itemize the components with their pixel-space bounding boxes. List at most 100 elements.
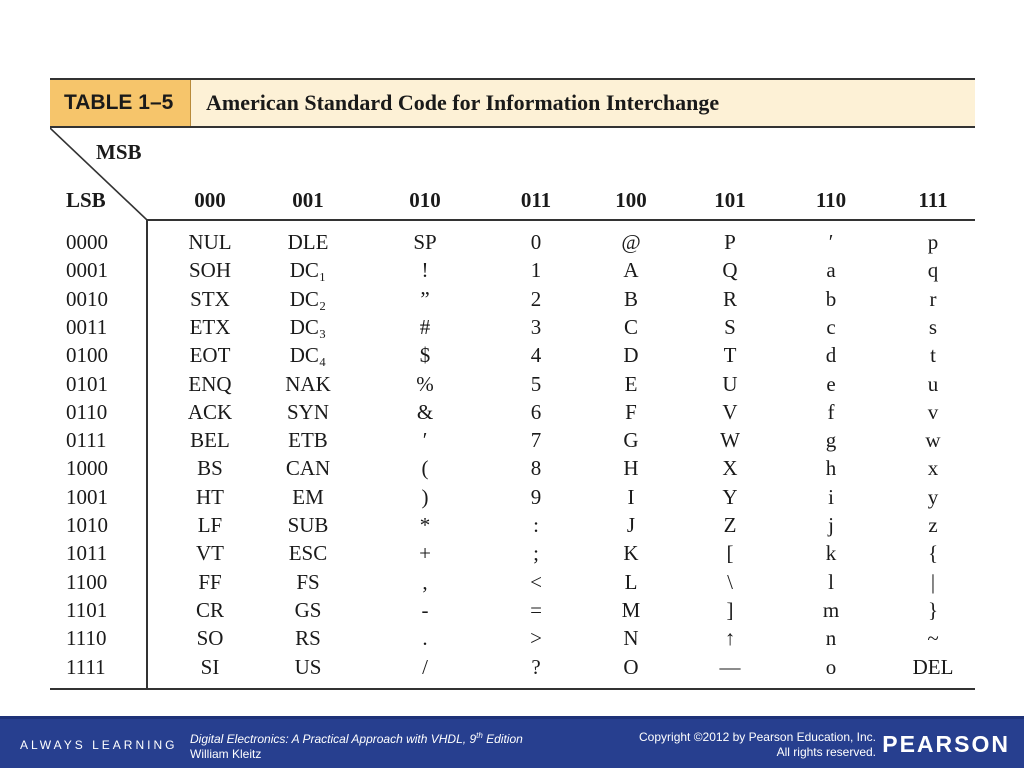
table-cell: f — [827, 399, 835, 424]
table-cell: d — [825, 343, 837, 368]
book-title: Digital Electronics: A Practical Approac… — [190, 732, 477, 746]
table-cell: CAN — [285, 456, 331, 481]
msb-label: MSB — [96, 140, 142, 164]
table-cell: 6 — [530, 399, 542, 424]
table-cell: SYN — [286, 399, 329, 424]
table-cell: { — [927, 541, 939, 566]
table-cell: E — [624, 371, 638, 396]
lsb-value: 1000 — [66, 456, 108, 481]
table-cell: 7 — [530, 428, 542, 453]
table-row: 0000 NUL DLE SP 0 @ P ′ p — [50, 230, 975, 258]
column-header: 100 — [615, 188, 647, 212]
table-cell: 9 — [530, 484, 542, 509]
column-header: 111 — [918, 188, 948, 212]
lsb-value: 1101 — [66, 597, 108, 622]
lsb-value: 1110 — [66, 626, 107, 651]
table-cell: O — [623, 654, 639, 679]
footer-book-info: Digital Electronics: A Practical Approac… — [190, 728, 523, 762]
table-cell: j — [828, 513, 834, 537]
lsb-value: 1001 — [66, 484, 108, 509]
table-cell: H — [623, 456, 639, 481]
table-cell: G — [623, 428, 639, 453]
lsb-value: 0101 — [66, 371, 108, 396]
table-cell: - — [421, 597, 429, 622]
table-cell: a — [826, 258, 836, 283]
table-cell: m — [822, 597, 840, 622]
lsb-value: 0110 — [66, 399, 108, 424]
column-header: 010 — [409, 188, 441, 212]
table-cell: D — [623, 343, 639, 368]
table-cell: HT — [196, 484, 224, 509]
table-cell: ( — [421, 456, 429, 481]
table-cell: > — [530, 626, 542, 651]
table-cell: ~ — [927, 626, 939, 651]
table-cell: — — [719, 654, 741, 679]
table-title-bar: TABLE 1–5 American Standard Code for Inf… — [50, 80, 975, 126]
table-cell: SI — [200, 654, 220, 679]
table-cell: EOT — [189, 343, 231, 368]
table-row: 1011 VT ESC +; K [k { — [50, 541, 975, 569]
table-cell: CR — [195, 597, 224, 622]
table-cell: I — [627, 484, 635, 509]
table-cell: US — [294, 654, 322, 679]
table-cell: EM — [292, 484, 324, 509]
table-cell: l — [828, 569, 834, 594]
table-cell: SP — [413, 230, 437, 254]
table-cell: 5 — [530, 371, 542, 396]
table-cell: \ — [727, 569, 733, 594]
table-row: 1101 CR GS - = M] m} — [50, 598, 975, 626]
table-cell: / — [422, 654, 428, 679]
footer-bar: ALWAYS LEARNING Digital Electronics: A P… — [0, 719, 1024, 768]
table-cell: u — [927, 371, 939, 396]
table-cell: k — [825, 541, 837, 566]
book-title-end: Edition — [482, 732, 523, 746]
lsb-value: 0010 — [66, 286, 108, 311]
table-cell: B — [623, 286, 638, 311]
title-bottom-rule — [50, 126, 975, 128]
title-divider — [190, 80, 191, 126]
table-cell: DLE — [287, 230, 329, 254]
table-cell: # — [419, 314, 431, 339]
column-header: 110 — [815, 188, 847, 212]
table-title: American Standard Code for Information I… — [206, 90, 720, 115]
table-cell: c — [826, 314, 836, 339]
lsb-value: 0001 — [66, 258, 108, 283]
table-cell: 1 — [530, 258, 542, 283]
lsb-value: 0111 — [66, 428, 107, 453]
table-cell: | — [930, 569, 936, 594]
pearson-logo: PEARSON — [882, 731, 1010, 757]
table-cell: N — [623, 626, 639, 651]
table-number-label: TABLE 1–5 — [50, 80, 190, 126]
table-cell: C — [623, 314, 638, 339]
table-cell: RS — [295, 626, 321, 651]
lsb-label: LSB — [66, 188, 106, 212]
table-cell: ] — [726, 597, 734, 622]
table-cell: * — [419, 513, 431, 537]
table-cell: ; — [533, 541, 539, 566]
table-cell: NAK — [285, 371, 331, 396]
table-cell: . — [422, 626, 428, 651]
table-cell: BEL — [190, 428, 230, 453]
table-cell: T — [723, 343, 737, 368]
table-cell: 3 — [530, 314, 542, 339]
lsb-value: 0000 — [66, 230, 108, 254]
table-cell: p — [927, 230, 939, 254]
table-cell: o — [825, 654, 837, 679]
table-cell: r — [929, 286, 937, 311]
column-header: 001 — [292, 188, 324, 212]
table-row: 1111 SI US /? O — o DEL — [50, 655, 975, 683]
table-cell: LF — [197, 513, 223, 537]
table-cell: DEL — [912, 654, 954, 679]
table-cell: X — [722, 456, 738, 481]
table-cell: y — [927, 484, 939, 509]
copyright-line-1: Copyright ©2012 by Pearson Education, In… — [639, 730, 876, 744]
table-cell: SOH — [188, 258, 231, 283]
table-cell: $ — [419, 343, 431, 368]
table-cell: = — [530, 597, 542, 622]
table-cell: FS — [296, 569, 320, 594]
